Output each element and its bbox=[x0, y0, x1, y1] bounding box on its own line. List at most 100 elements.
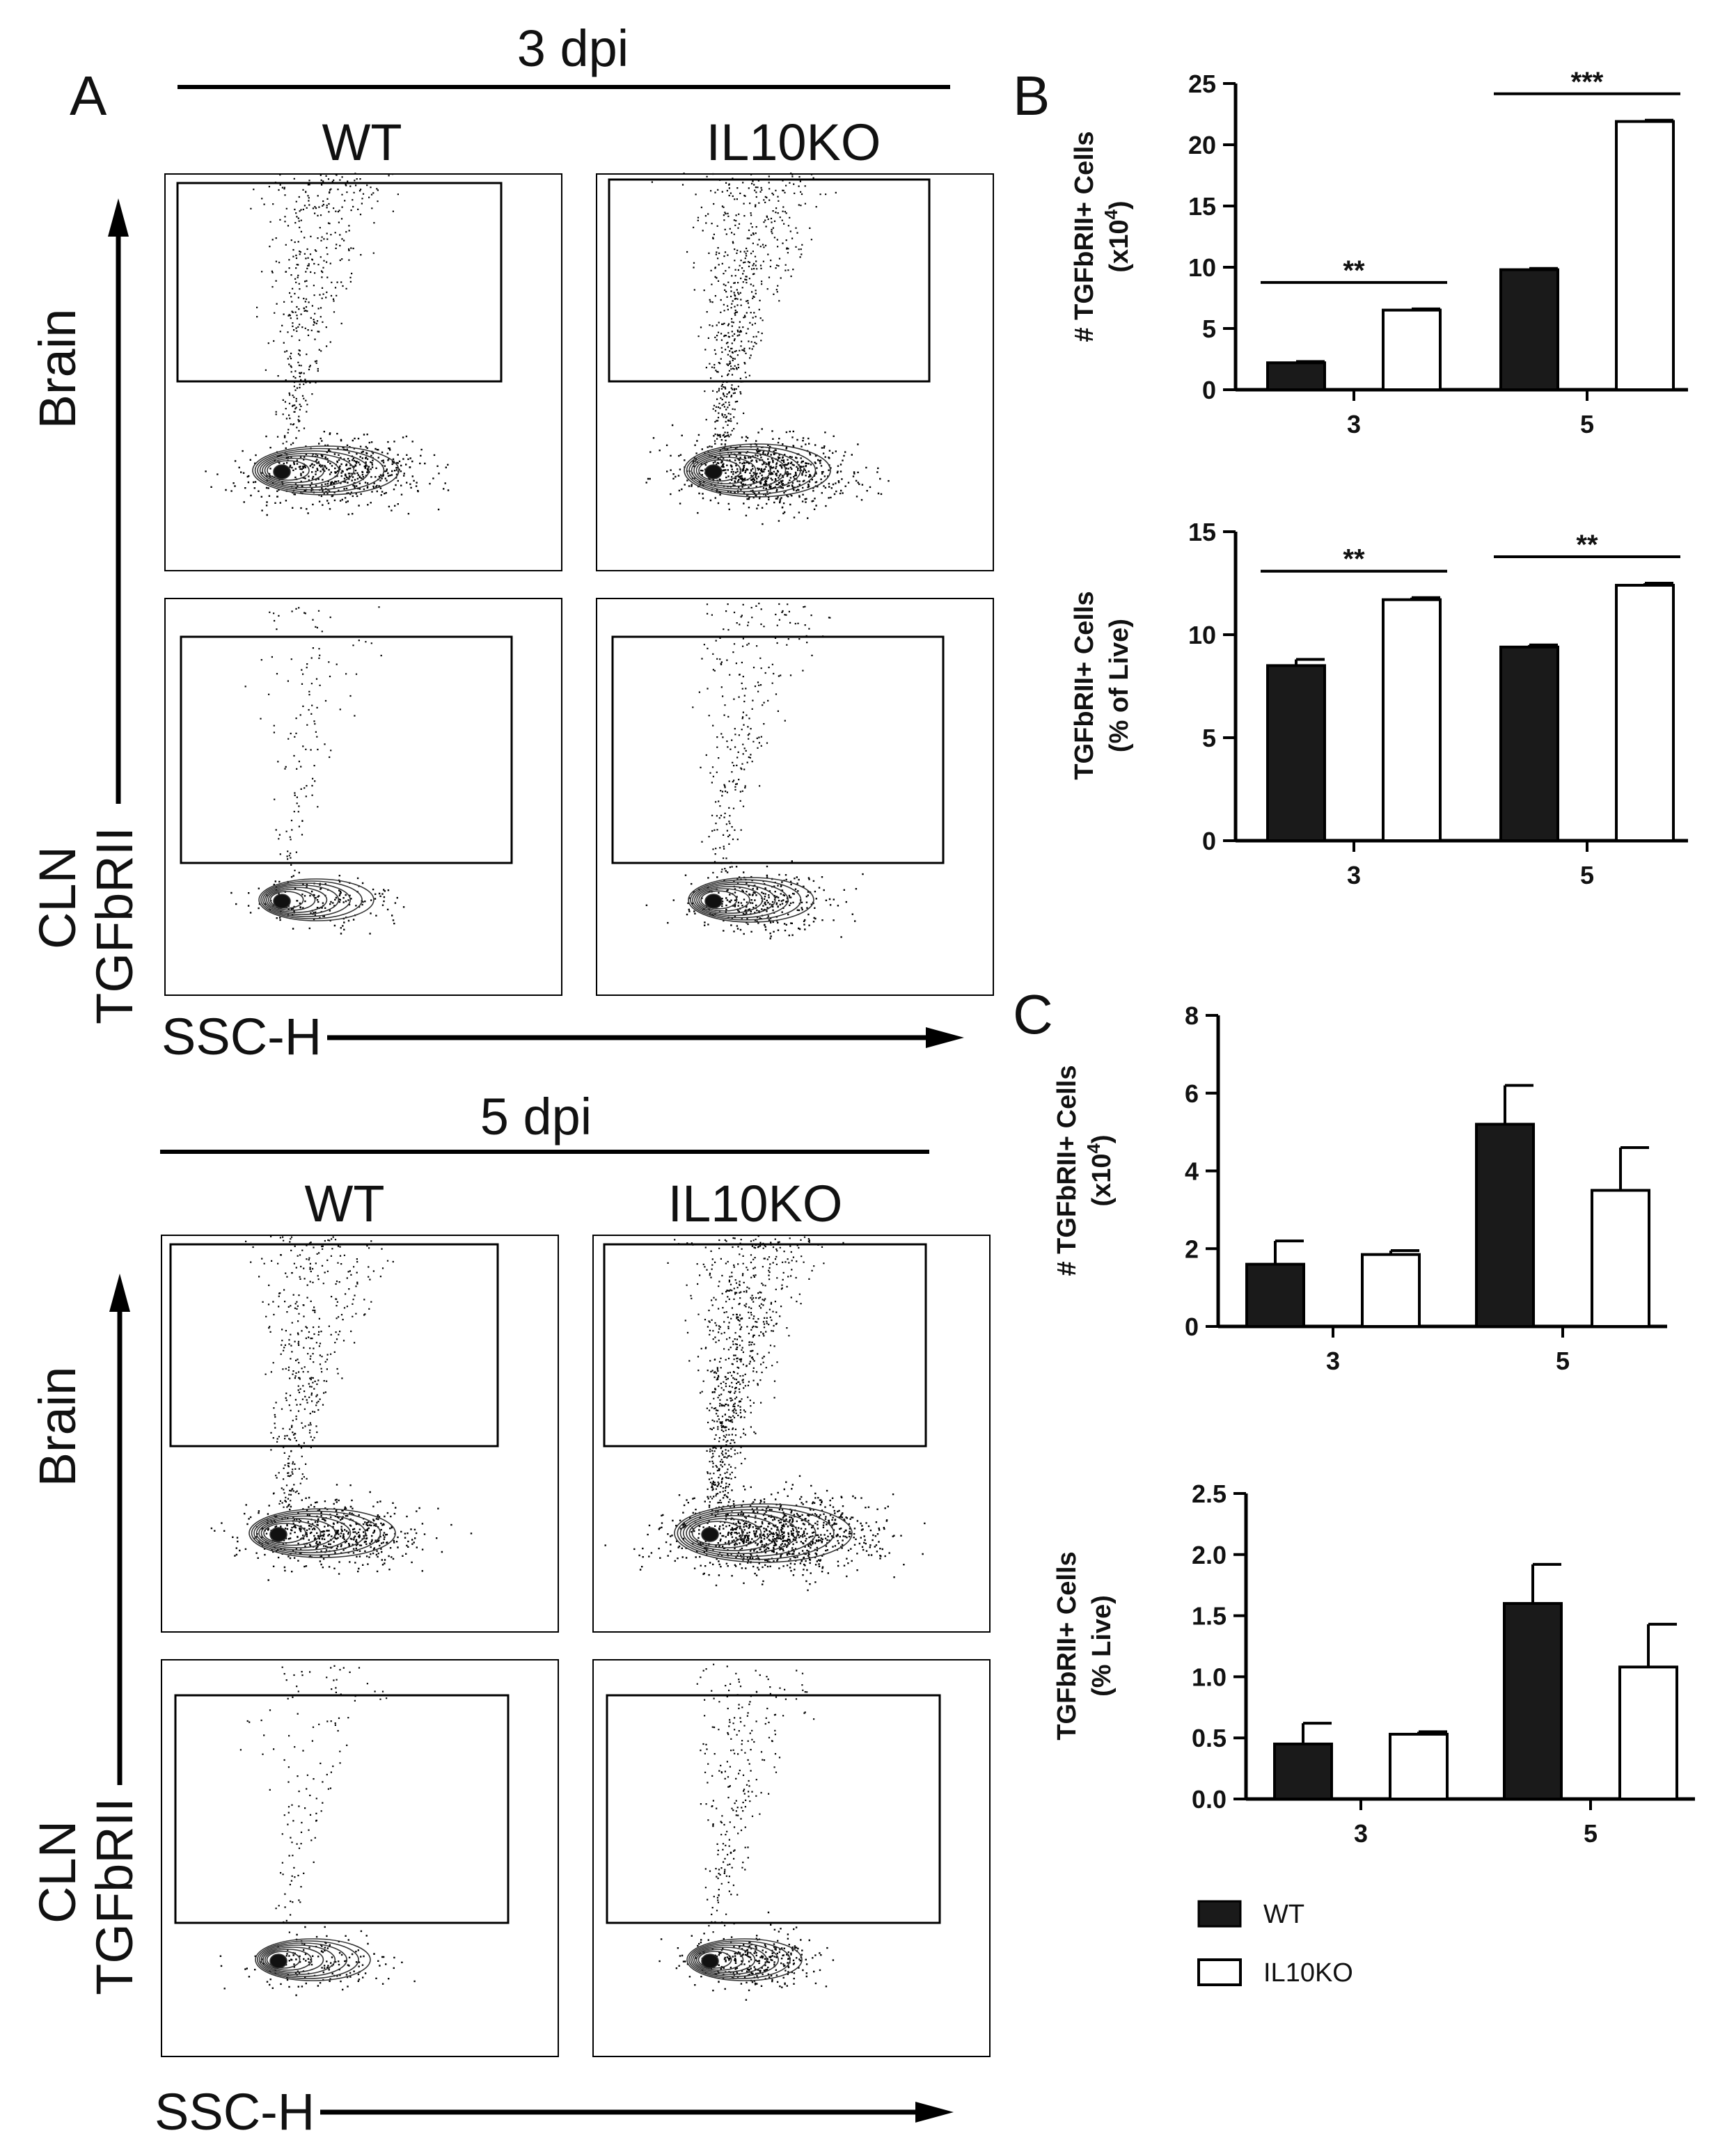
legend-label-wt: WT bbox=[1263, 1900, 1304, 1929]
density-contours bbox=[249, 1508, 396, 1558]
significance-label: ** bbox=[1576, 530, 1598, 560]
legend-label-il10ko: IL10KO bbox=[1263, 1958, 1353, 1988]
flow-block-3dpi: 3 dpi WT IL10KO Brain CLN TGFbRII SSC-H bbox=[29, 19, 994, 1065]
bar-il10ko-5 bbox=[1591, 1189, 1650, 1328]
y-tick-label: 0 bbox=[1202, 827, 1216, 855]
contour-line bbox=[697, 1951, 732, 1969]
flow-plot-cln-il10ko bbox=[596, 598, 994, 996]
legend: WT IL10KO bbox=[1197, 1900, 1353, 1988]
column-label-wt: WT bbox=[304, 1175, 384, 1232]
contour-line bbox=[258, 878, 374, 921]
x-tick-label: 5 bbox=[1556, 1347, 1570, 1375]
row-label-cln: CLN bbox=[29, 846, 86, 949]
x-tick-label: 3 bbox=[1326, 1347, 1340, 1375]
bar-il10ko-3 bbox=[1361, 1253, 1421, 1328]
bar-chart-c-count: 0 2 4 6 8 3 5 # TGFbRII+ Cells (x104) bbox=[1052, 1001, 1667, 1375]
y-tick-label: 20 bbox=[1188, 131, 1216, 159]
y-tick-label: 25 bbox=[1188, 70, 1216, 98]
contour-line bbox=[684, 443, 831, 498]
contour-line bbox=[262, 455, 340, 486]
bar-il10ko-3 bbox=[1389, 1732, 1449, 1800]
y-tick-label: 1.0 bbox=[1192, 1663, 1227, 1691]
density-core bbox=[269, 1953, 287, 1969]
y-arrow-head bbox=[109, 1274, 130, 1312]
bar-wt-5 bbox=[1499, 268, 1559, 391]
contour-line bbox=[692, 881, 789, 919]
contour-line bbox=[260, 880, 363, 919]
contour-line bbox=[258, 1518, 336, 1548]
y-axis-title: TGFbRII+ Cells bbox=[1052, 1551, 1082, 1740]
timepoint-label: 5 dpi bbox=[480, 1088, 592, 1146]
contour-line bbox=[264, 885, 340, 915]
y-axis-subtitle: (% of Live) bbox=[1105, 619, 1134, 752]
y-axis-subtitle: (x104) bbox=[1101, 200, 1134, 272]
x-axis-label: SSC-H bbox=[161, 1008, 322, 1065]
x-tick-label: 3 bbox=[1347, 410, 1361, 438]
column-label-wt: WT bbox=[322, 113, 402, 171]
contour-line bbox=[682, 1512, 798, 1555]
y-tick-label: 5 bbox=[1202, 315, 1216, 343]
y-axis-subtitle: (x104) bbox=[1083, 1134, 1117, 1206]
flow-block-5dpi: 5 dpi WT IL10KO Brain CLN TGFbRII SSC-H bbox=[29, 1088, 991, 2141]
contour-line bbox=[691, 1521, 744, 1546]
event-dots bbox=[645, 173, 890, 525]
gate-rectangle bbox=[176, 182, 503, 383]
flow-plot-cln-wt bbox=[164, 598, 562, 996]
y-arrow-head bbox=[108, 198, 129, 237]
gate-rectangle bbox=[611, 635, 945, 864]
contour-line bbox=[688, 1518, 762, 1548]
density-contours bbox=[252, 445, 400, 496]
x-tick-label: 5 bbox=[1580, 410, 1594, 438]
y-tick-label: 10 bbox=[1188, 253, 1216, 282]
gate-rectangle bbox=[174, 1694, 510, 1924]
gate-rectangle bbox=[180, 635, 513, 864]
density-core bbox=[701, 1527, 719, 1542]
y-axis-label: TGFbRII bbox=[86, 1798, 143, 1995]
flow-plot-cln-il10ko bbox=[592, 1659, 991, 2057]
contour-line bbox=[690, 1942, 780, 1977]
bar-il10ko-5 bbox=[1615, 120, 1675, 391]
contour-line bbox=[700, 890, 738, 910]
bar-chart-b-percent: 0 5 10 15 3 5 ** ** TGFbRII+ Cells (% of Live) bbox=[1070, 518, 1688, 889]
contour-line bbox=[688, 448, 801, 493]
density-core bbox=[701, 1953, 719, 1969]
density-core bbox=[704, 894, 723, 909]
contour-line bbox=[696, 886, 764, 914]
contour-line bbox=[258, 1942, 348, 1977]
gate-rectangle bbox=[608, 178, 931, 383]
contour-line bbox=[266, 1951, 301, 1969]
y-tick-label: 0 bbox=[1202, 376, 1216, 404]
contour-line bbox=[267, 889, 316, 911]
density-contours bbox=[255, 1938, 371, 1981]
y-tick-label: 10 bbox=[1188, 621, 1216, 649]
contour-line bbox=[695, 1949, 744, 1971]
bar-il10ko-5 bbox=[1615, 583, 1675, 843]
contour-line bbox=[674, 1503, 853, 1563]
flow-plot-brain-wt bbox=[164, 173, 562, 571]
x-tick-label: 5 bbox=[1584, 1819, 1598, 1848]
contour-line bbox=[253, 1513, 366, 1553]
contour-line bbox=[260, 1944, 336, 1975]
contour-line bbox=[251, 1510, 381, 1556]
contour-line bbox=[264, 457, 325, 484]
x-tick-label: 3 bbox=[1354, 1819, 1368, 1848]
flow-plot-brain-wt bbox=[161, 1235, 559, 1633]
y-axis-title: # TGFbRII+ Cells bbox=[1070, 131, 1099, 342]
y-tick-label: 15 bbox=[1188, 518, 1216, 546]
y-axis-title: TGFbRII+ Cells bbox=[1070, 591, 1099, 779]
y-tick-label: 2 bbox=[1185, 1235, 1199, 1263]
contour-line bbox=[698, 888, 750, 912]
contour-line bbox=[255, 1515, 352, 1551]
contour-line bbox=[254, 447, 385, 493]
timepoint-label: 3 dpi bbox=[517, 19, 629, 77]
row-label-cln: CLN bbox=[29, 1821, 86, 1924]
y-tick-label: 4 bbox=[1185, 1157, 1199, 1186]
legend-item-il10ko: IL10KO bbox=[1197, 1958, 1353, 1988]
contour-line bbox=[677, 1506, 835, 1560]
bar-wt-5 bbox=[1503, 1602, 1563, 1801]
contour-line bbox=[695, 457, 757, 484]
density-core bbox=[704, 464, 723, 479]
panel-b-label: B bbox=[1013, 65, 1050, 127]
density-contours bbox=[258, 878, 374, 921]
contour-line bbox=[694, 883, 776, 917]
